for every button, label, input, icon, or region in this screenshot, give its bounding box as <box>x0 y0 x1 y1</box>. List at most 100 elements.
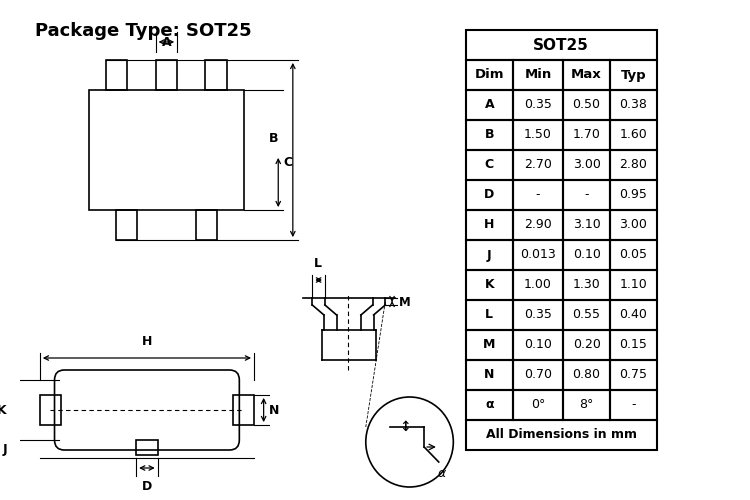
Text: 0.35: 0.35 <box>524 98 552 112</box>
Bar <box>466 270 513 300</box>
Bar <box>610 240 656 270</box>
Bar <box>466 420 656 450</box>
Text: 2.70: 2.70 <box>524 158 552 172</box>
Bar <box>610 180 656 210</box>
Text: 2.80: 2.80 <box>620 158 647 172</box>
Text: Max: Max <box>572 68 602 82</box>
Bar <box>610 330 656 360</box>
Bar <box>610 60 656 90</box>
Bar <box>563 60 610 90</box>
Text: D: D <box>484 188 494 202</box>
Bar <box>466 150 513 180</box>
Text: 0°: 0° <box>531 398 545 411</box>
Text: ↑: ↑ <box>399 420 410 434</box>
Bar <box>563 300 610 330</box>
Text: 0.55: 0.55 <box>572 308 601 322</box>
Bar <box>513 120 563 150</box>
Bar <box>513 300 563 330</box>
Text: 0.05: 0.05 <box>620 248 647 262</box>
Text: -: - <box>584 188 589 202</box>
Text: 0.10: 0.10 <box>524 338 552 351</box>
Bar <box>563 150 610 180</box>
Text: K: K <box>484 278 494 291</box>
Bar <box>610 210 656 240</box>
Text: 1.10: 1.10 <box>620 278 647 291</box>
Text: ↓: ↓ <box>399 420 410 434</box>
Text: 3.10: 3.10 <box>573 218 601 232</box>
Text: 3.00: 3.00 <box>573 158 601 172</box>
Bar <box>466 60 513 90</box>
Text: L: L <box>314 257 322 270</box>
Text: 0.013: 0.013 <box>520 248 556 262</box>
Bar <box>156 60 177 90</box>
Bar <box>466 240 513 270</box>
Text: -: - <box>631 398 635 411</box>
Bar <box>610 300 656 330</box>
Text: 8°: 8° <box>580 398 594 411</box>
Text: C: C <box>484 158 494 172</box>
Text: Min: Min <box>524 68 551 82</box>
Text: N: N <box>268 404 279 416</box>
Bar <box>88 90 244 210</box>
Bar <box>232 395 254 425</box>
Text: 0.80: 0.80 <box>572 368 601 382</box>
Text: 0.10: 0.10 <box>573 248 601 262</box>
Bar <box>610 90 656 120</box>
Text: Package Type: SOT25: Package Type: SOT25 <box>35 22 252 40</box>
Bar <box>206 60 226 90</box>
Text: 3.00: 3.00 <box>620 218 647 232</box>
Text: 0.50: 0.50 <box>572 98 601 112</box>
Bar <box>466 300 513 330</box>
Bar <box>610 270 656 300</box>
Text: L: L <box>485 308 494 322</box>
Bar <box>563 210 610 240</box>
Bar <box>513 150 563 180</box>
Text: 0.38: 0.38 <box>620 98 647 112</box>
Text: All Dimensions in mm: All Dimensions in mm <box>486 428 637 442</box>
Bar <box>563 240 610 270</box>
Bar <box>466 360 513 390</box>
Bar <box>466 120 513 150</box>
Bar <box>196 210 217 240</box>
Text: $\alpha$: $\alpha$ <box>436 467 447 480</box>
Text: M: M <box>483 338 496 351</box>
Bar <box>563 270 610 300</box>
Text: 0.75: 0.75 <box>620 368 647 382</box>
Text: Typ: Typ <box>620 68 646 82</box>
Text: 0.20: 0.20 <box>573 338 601 351</box>
Bar <box>513 330 563 360</box>
Bar <box>610 150 656 180</box>
Bar <box>513 180 563 210</box>
Text: α: α <box>485 398 494 411</box>
Text: 1.00: 1.00 <box>524 278 552 291</box>
Bar <box>513 270 563 300</box>
Bar <box>106 60 128 90</box>
Text: C: C <box>283 156 292 168</box>
Text: 2.90: 2.90 <box>524 218 552 232</box>
Bar <box>563 390 610 420</box>
Bar <box>40 395 62 425</box>
Bar <box>513 210 563 240</box>
Text: 1.50: 1.50 <box>524 128 552 141</box>
Text: 0.95: 0.95 <box>620 188 647 202</box>
Bar <box>116 210 137 240</box>
Bar <box>563 120 610 150</box>
Text: D: D <box>142 480 152 493</box>
Text: 0.15: 0.15 <box>620 338 647 351</box>
Bar <box>466 90 513 120</box>
Bar <box>610 120 656 150</box>
Bar <box>513 240 563 270</box>
Text: J: J <box>487 248 492 262</box>
Bar <box>466 30 656 60</box>
Bar <box>513 60 563 90</box>
Bar <box>466 330 513 360</box>
Bar <box>466 210 513 240</box>
Text: B: B <box>484 128 494 141</box>
Text: 1.60: 1.60 <box>620 128 647 141</box>
Text: -: - <box>536 188 540 202</box>
Text: 0.35: 0.35 <box>524 308 552 322</box>
Bar <box>466 390 513 420</box>
Text: B: B <box>268 132 278 144</box>
Text: H: H <box>484 218 494 232</box>
Bar <box>563 330 610 360</box>
